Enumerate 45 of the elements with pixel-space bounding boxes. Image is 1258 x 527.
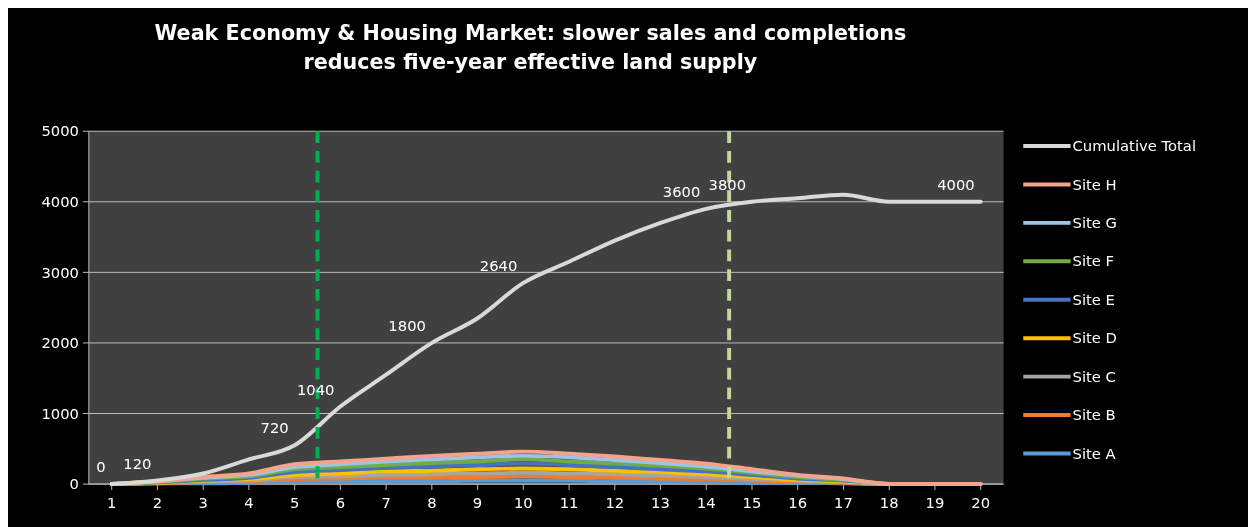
x-tick-label: 4 <box>244 493 254 511</box>
x-tick-label: 12 <box>605 493 625 511</box>
legend-label: Site D <box>1072 329 1117 347</box>
annotation: 3600 <box>662 183 701 201</box>
x-tick-label: 8 <box>427 493 437 511</box>
chart-title: Weak Economy & Housing Market: slower sales and completions reduces five-year effective land supply <box>154 20 907 75</box>
x-tick-label: 15 <box>742 493 762 511</box>
x-tick-label: 13 <box>651 493 670 511</box>
x-tick-label: 10 <box>513 493 533 511</box>
annotation: 0 <box>96 458 106 476</box>
y-tick-label: 2000 <box>41 334 79 352</box>
x-tick-label: 5 <box>289 493 300 511</box>
x-tick-label: 7 <box>381 493 391 511</box>
y-tick-label: 0 <box>69 475 79 493</box>
x-tick-label: 18 <box>879 493 899 511</box>
x-tick-label: 1 <box>107 493 117 511</box>
annotation: 2640 <box>479 257 518 275</box>
legend-label: Site F <box>1072 252 1115 270</box>
annotation: 3800 <box>708 175 747 193</box>
x-tick-label: 17 <box>834 493 853 511</box>
y-tick-label: 3000 <box>41 263 79 281</box>
annotation: 120 <box>123 454 152 472</box>
x-tick-label: 19 <box>925 493 945 511</box>
annotation: 720 <box>260 419 289 437</box>
legend-label: Site B <box>1072 406 1116 424</box>
annotation: 1800 <box>388 317 426 335</box>
legend-label: Cumulative Total <box>1072 137 1196 155</box>
x-tick-label: 14 <box>696 493 716 511</box>
y-tick-label: 1000 <box>41 404 79 422</box>
x-tick-label: 3 <box>198 493 208 511</box>
legend-label: Site H <box>1072 175 1117 193</box>
legend-label: Site A <box>1072 444 1116 462</box>
annotation: 4000 <box>937 175 975 193</box>
x-tick-label: 2 <box>152 493 163 511</box>
legend-label: Site C <box>1072 367 1116 385</box>
x-tick-label: 6 <box>335 493 346 511</box>
annotation: 1040 <box>296 380 335 398</box>
x-tick-label: 9 <box>472 493 483 511</box>
x-tick-label: 16 <box>788 493 808 511</box>
y-tick-label: 5000 <box>41 122 79 140</box>
legend-label: Site E <box>1072 290 1115 308</box>
x-tick-label: 11 <box>559 493 579 511</box>
x-tick-label: 20 <box>971 493 991 511</box>
legend-label: Site G <box>1072 214 1118 232</box>
y-tick-label: 4000 <box>41 192 79 210</box>
